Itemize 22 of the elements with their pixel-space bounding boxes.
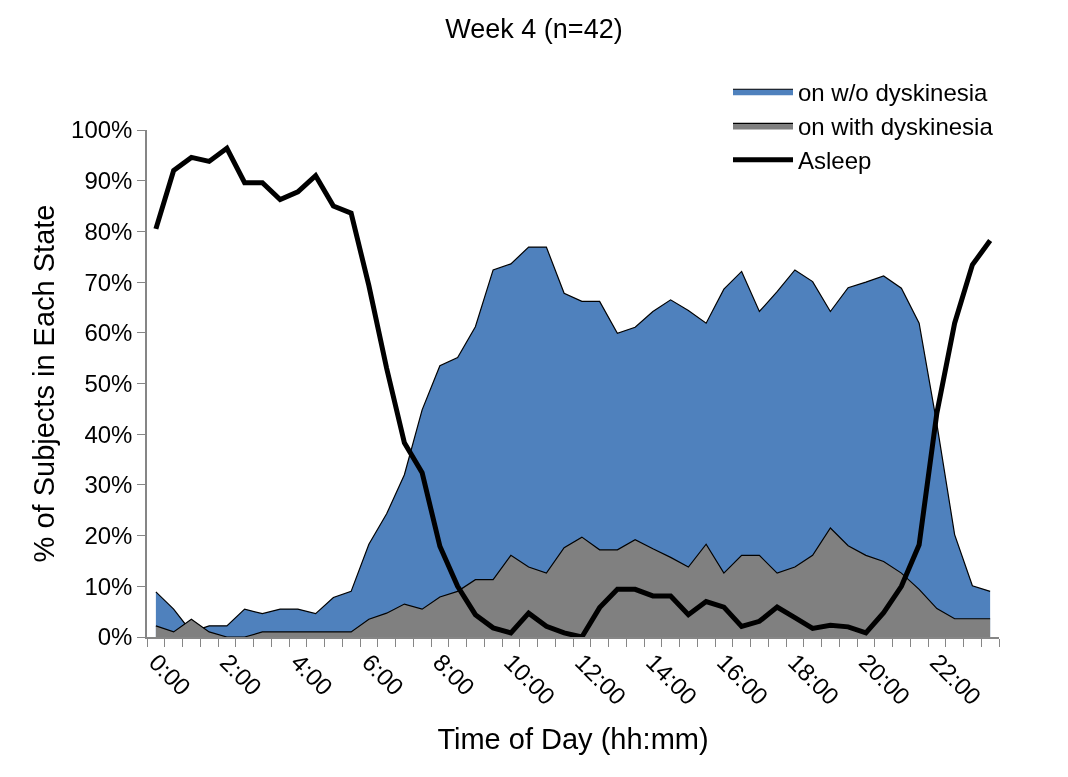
x-tick-label: 2:00: [214, 648, 267, 701]
y-tick-label: 30%: [84, 471, 133, 499]
y-tick-label: 60%: [84, 319, 133, 347]
legend-label: Asleep: [798, 147, 872, 175]
x-tick-label: 6:00: [356, 648, 409, 701]
chart-title: Week 4 (n=42): [445, 14, 623, 45]
y-tick-label: 100%: [71, 116, 133, 144]
y-tick-label: 50%: [84, 369, 133, 397]
y-tick-label: 0%: [97, 623, 133, 651]
y-axis-title: % of Subjects in Each State: [27, 204, 60, 563]
legend-label: on with dyskinesia: [798, 112, 994, 140]
y-tick-label: 10%: [84, 572, 133, 600]
x-axis-title: Time of Day (hh:mm): [437, 723, 709, 756]
legend-label: on w/o dyskinesia: [798, 78, 989, 106]
y-tick-label: 70%: [84, 268, 133, 296]
y-tick-label: 20%: [84, 522, 133, 549]
x-tick-label: 4:00: [285, 648, 338, 701]
y-tick-label: 90%: [84, 167, 133, 195]
y-tick-label: 40%: [84, 420, 133, 448]
x-tick-label: 8:00: [427, 648, 480, 701]
y-tick-label: 80%: [84, 217, 133, 245]
x-tick-label: 0:00: [143, 648, 196, 701]
